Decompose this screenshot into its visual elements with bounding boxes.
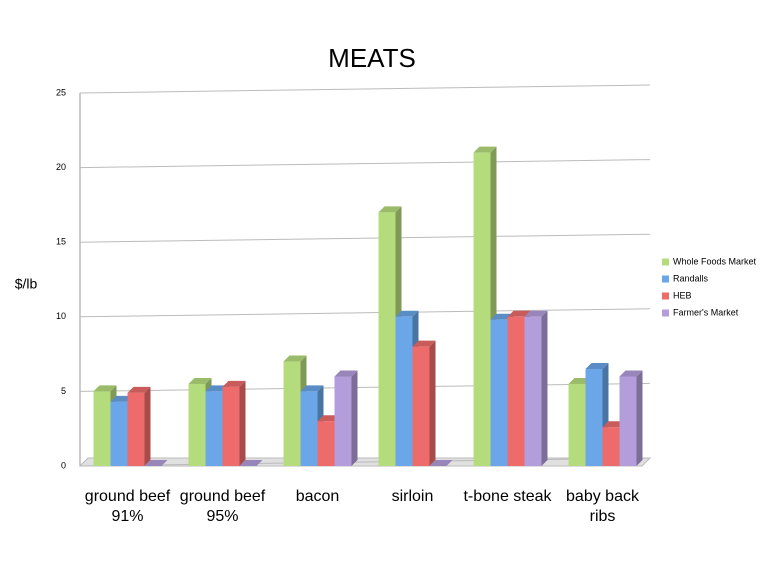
bar: [93, 391, 111, 466]
y-tick-label: 25: [56, 87, 66, 97]
bar: [205, 391, 223, 466]
bar-top: [300, 385, 324, 392]
y-tick-label: 10: [56, 311, 66, 321]
bar: [378, 212, 396, 466]
bar-side: [429, 340, 436, 466]
bar-top: [222, 380, 246, 387]
bar: [317, 421, 335, 466]
x-tick-label: sirloin: [391, 488, 434, 505]
grid-line: [79, 308, 651, 318]
legend-label: Randalls: [673, 273, 709, 283]
legend-swatch: [662, 275, 669, 283]
bar: [188, 383, 206, 466]
bar: [395, 316, 413, 466]
bar-side: [351, 370, 358, 466]
bar-top: [144, 460, 168, 466]
x-tick-label: baby back ribs: [566, 488, 639, 525]
y-tick-label: 5: [61, 386, 66, 396]
bar-top: [93, 385, 117, 392]
bar-top: [127, 386, 151, 393]
bar-top: [507, 310, 531, 317]
bar-top: [473, 146, 497, 153]
x-tick-label: ground beef 91%: [84, 488, 171, 525]
bar: [110, 401, 128, 466]
bar-top: [239, 460, 263, 466]
bar-top: [378, 206, 402, 213]
grid-line: [79, 84, 651, 94]
bar: [507, 316, 525, 466]
bar-top: [334, 370, 358, 377]
bar: [490, 319, 508, 466]
bar: [412, 346, 430, 466]
x-tick-label: bacon: [295, 488, 340, 505]
y-axis-label: $/lb: [15, 276, 38, 292]
bar-side: [541, 310, 548, 466]
legend-swatch: [662, 292, 669, 300]
grid-line: [79, 382, 651, 392]
x-tick-label: t-bone steak: [463, 488, 552, 505]
bar: [334, 376, 352, 466]
bar: [473, 152, 491, 466]
bar-side: [239, 380, 246, 466]
bar-top: [585, 363, 609, 370]
bar-top: [188, 377, 212, 384]
legend-swatch: [662, 258, 669, 266]
bar: [602, 427, 620, 466]
bar: [300, 391, 318, 466]
bar: [619, 376, 637, 466]
bar-side: [636, 370, 643, 466]
grid-line: [79, 233, 651, 243]
bar-top: [283, 355, 307, 362]
legend-label: Whole Foods Market: [673, 256, 757, 266]
bar: [127, 392, 145, 466]
y-tick-label: 15: [56, 237, 66, 247]
legend-swatch: [662, 309, 669, 317]
bar: [568, 383, 586, 466]
grid-line: [79, 457, 651, 467]
bar: [524, 316, 542, 466]
bar-top: [395, 310, 419, 317]
bar: [585, 369, 603, 466]
y-tick-label: 20: [56, 162, 66, 172]
legend-label: HEB: [673, 290, 692, 300]
chart-title: MEATS: [328, 43, 416, 73]
bar-side: [144, 386, 151, 466]
y-tick-label: 0: [61, 460, 66, 470]
bar: [283, 361, 301, 466]
bar-top: [524, 310, 548, 317]
bar-top: [429, 460, 453, 466]
x-tick-label: ground beef 95%: [179, 488, 266, 525]
grid-line: [79, 159, 651, 169]
bar: [222, 386, 240, 466]
bar-top: [619, 370, 643, 377]
legend-label: Farmer's Market: [673, 307, 739, 317]
bar-top: [412, 340, 436, 347]
